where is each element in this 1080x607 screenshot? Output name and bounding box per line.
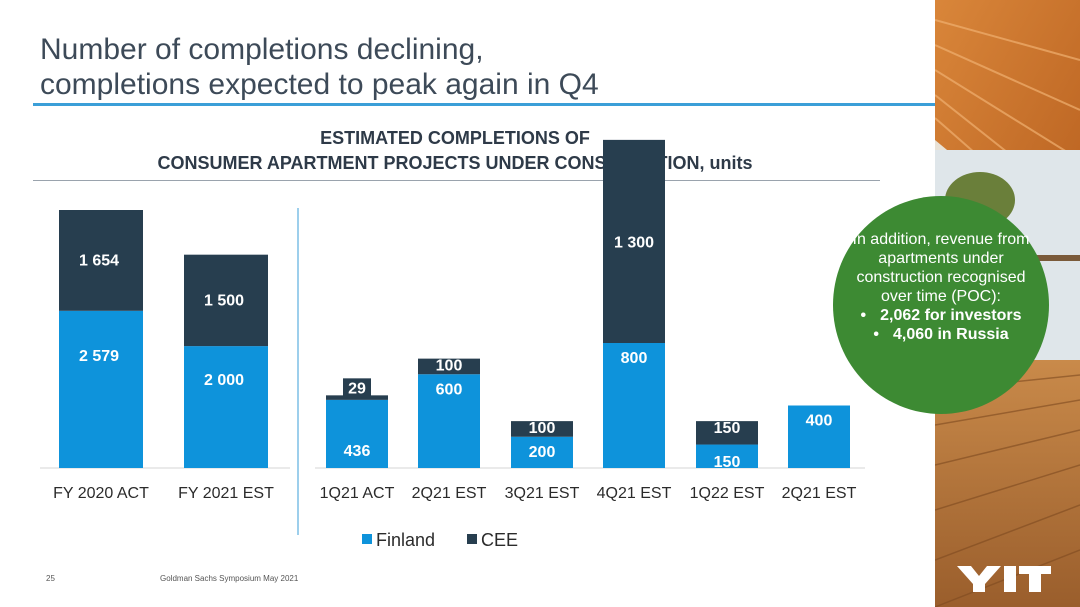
yit-logo-icon	[957, 566, 1051, 592]
slide-title: Number of completions declining, complet…	[40, 32, 599, 102]
legend-swatch-cee	[467, 534, 477, 544]
bar-finland	[696, 444, 758, 468]
bar-finland	[788, 405, 850, 468]
data-label-finland: 2 000	[204, 372, 244, 389]
category-label: FY 2020 ACT	[53, 485, 149, 502]
data-label-cee: 29	[348, 380, 366, 397]
poc-bullet-russia: 4,060 in Russia	[833, 325, 1049, 344]
data-label-cee: 1 654	[79, 252, 119, 269]
title-underline	[33, 103, 1047, 106]
poc-callout-text: In addition, revenue from apartments und…	[852, 231, 1030, 305]
footer-source: Goldman Sachs Symposium May 2021	[160, 574, 299, 583]
poc-bullet-investors: 2,062 for investors	[833, 306, 1049, 325]
data-label-finland: 600	[436, 381, 463, 398]
bar-cee	[184, 254, 268, 347]
category-label: 1Q22 EST	[690, 485, 765, 502]
data-label-cee: 1 300	[614, 234, 654, 251]
data-label-finland: 800	[621, 350, 648, 367]
bar-finland	[418, 374, 480, 468]
bar-finland	[184, 346, 268, 468]
slide-title-line-2: completions expected to peak again in Q4	[40, 68, 599, 101]
legend-label-finland: Finland	[376, 530, 435, 550]
data-label-finland: 400	[806, 413, 833, 430]
yit-logo	[955, 560, 1055, 601]
legend-label-cee: CEE	[481, 530, 518, 550]
bar-finland	[511, 436, 573, 468]
category-label: 2Q21 EST	[412, 485, 487, 502]
bar-finland	[326, 399, 388, 468]
bar-cee	[696, 421, 758, 445]
data-label-finland: 150	[714, 454, 741, 471]
data-label-finland: 436	[344, 443, 371, 460]
chart-title-line-1: ESTIMATED COMPLETIONS OF	[320, 128, 590, 148]
category-label: FY 2021 EST	[178, 485, 274, 502]
category-label: 2Q21 EST	[782, 485, 857, 502]
legend-swatch-finland	[362, 534, 372, 544]
bar-cee	[603, 139, 665, 343]
bar-finland	[59, 310, 143, 468]
data-label-cee: 100	[436, 358, 463, 375]
data-label-finland: 200	[529, 444, 556, 461]
page-number: 25	[46, 574, 55, 583]
category-label: 4Q21 EST	[597, 485, 672, 502]
data-label-finland: 2 579	[79, 348, 119, 365]
category-label: 3Q21 EST	[505, 485, 580, 502]
bar-finland	[603, 343, 665, 468]
category-label: 1Q21 ACT	[320, 485, 395, 502]
bar-cee	[59, 210, 143, 311]
bar-cee	[418, 358, 480, 375]
data-label-cee: 150	[714, 420, 741, 437]
bar-cee	[511, 421, 573, 437]
chart-title-underline	[33, 180, 880, 181]
slide-title-line-1: Number of completions declining,	[40, 33, 484, 66]
data-label-cee: 100	[529, 420, 556, 437]
poc-callout-bullets: 2,062 for investors 4,060 in Russia	[833, 306, 1049, 344]
data-label-cee: 1 500	[204, 292, 244, 309]
poc-callout: In addition, revenue from apartments und…	[833, 196, 1049, 414]
completions-chart: 2 579 1 654 FY 2020 ACT 2 000 1 500 FY 2021 E…	[40, 139, 865, 550]
bar-cee	[326, 395, 388, 400]
label-box-cee	[343, 378, 371, 398]
